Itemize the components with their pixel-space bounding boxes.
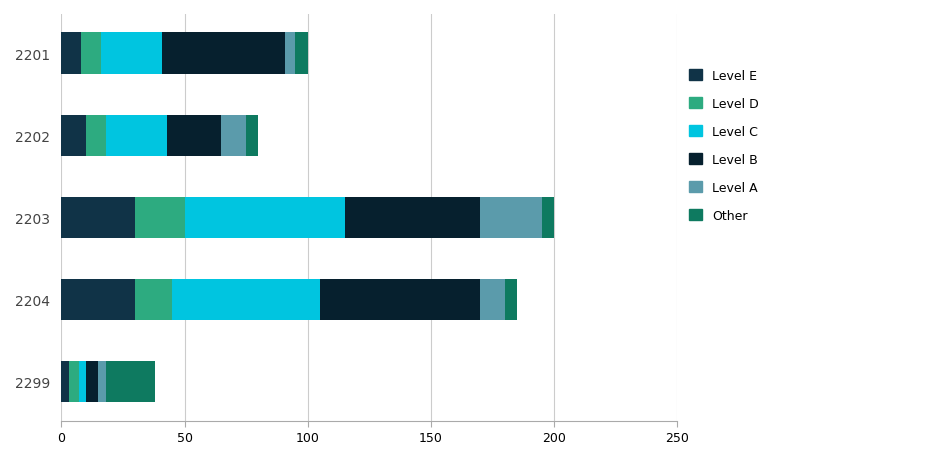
Bar xyxy=(98,361,106,402)
Bar xyxy=(541,197,553,238)
Bar xyxy=(285,34,295,74)
Bar xyxy=(61,361,69,402)
Bar xyxy=(61,197,135,238)
Bar xyxy=(480,279,504,320)
Bar xyxy=(162,34,285,74)
Bar xyxy=(172,279,320,320)
Bar xyxy=(245,115,258,157)
Bar xyxy=(480,197,541,238)
Bar xyxy=(61,115,86,157)
Bar xyxy=(61,34,81,74)
Bar xyxy=(106,115,167,157)
Bar xyxy=(184,197,345,238)
Bar xyxy=(81,34,101,74)
Bar xyxy=(295,34,308,74)
Bar xyxy=(61,279,135,320)
Bar xyxy=(221,115,245,157)
Bar xyxy=(78,361,86,402)
Legend: Level E, Level D, Level C, Level B, Level A, Other: Level E, Level D, Level C, Level B, Leve… xyxy=(689,70,758,223)
Bar xyxy=(86,115,106,157)
Bar xyxy=(135,197,184,238)
Bar xyxy=(69,361,78,402)
Bar xyxy=(101,34,162,74)
Bar xyxy=(86,361,98,402)
Bar xyxy=(345,197,480,238)
Bar xyxy=(106,361,155,402)
Bar xyxy=(320,279,480,320)
Bar xyxy=(167,115,221,157)
Bar xyxy=(504,279,516,320)
Bar xyxy=(135,279,172,320)
